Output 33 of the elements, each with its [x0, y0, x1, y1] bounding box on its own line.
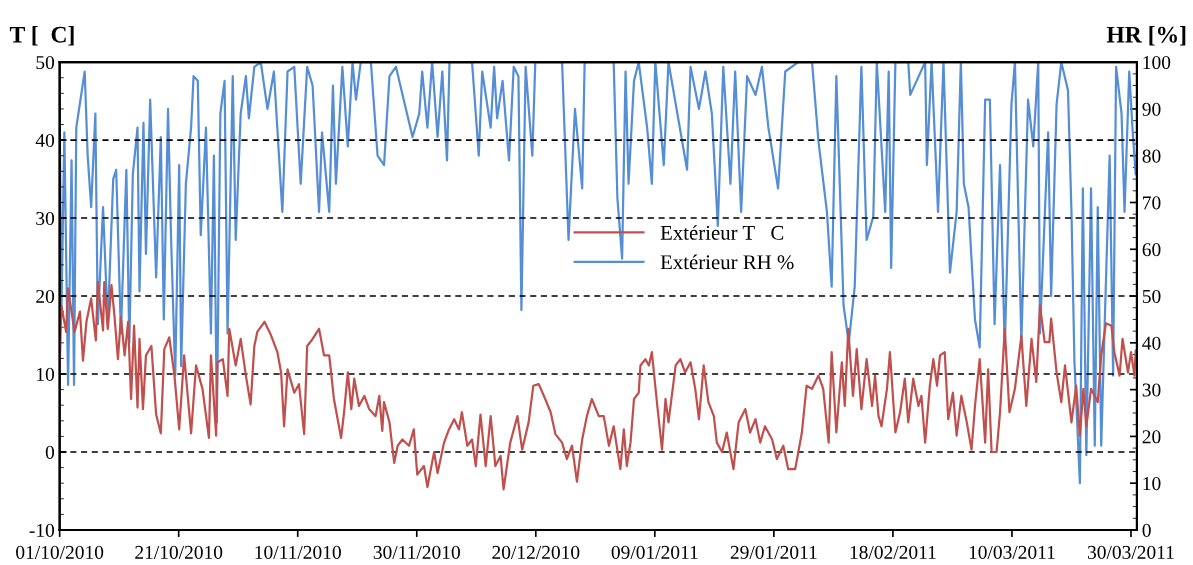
y2-tick-label: 0 — [1142, 523, 1151, 537]
y2-tick-label: 40 — [1142, 336, 1161, 350]
x-tick-label: 30/03/2011 — [1087, 545, 1174, 559]
y-tick-label: 40 — [35, 133, 55, 148]
y-tick-label: 20 — [36, 289, 55, 303]
y-tick-label: 0 — [45, 445, 55, 459]
y2-tick-label: 30 — [1142, 383, 1161, 397]
y-tick-label: 50 — [36, 55, 55, 70]
y-tick-label: 30 — [36, 211, 55, 226]
y2-tick-label: 100 — [1143, 55, 1171, 70]
y2-tick-label: 20 — [1142, 430, 1161, 444]
line-series — [59, 280, 1137, 491]
y2-tick-label: 50 — [1142, 289, 1161, 303]
x-tick-label: 18/02/2011 — [850, 545, 936, 559]
y2-tick-label: 70 — [1143, 196, 1161, 210]
y2-tick-label: 10 — [1143, 477, 1161, 491]
x-tick-label: 29/01/2011 — [730, 545, 817, 559]
legend-label: Extérieur RH % — [660, 254, 794, 270]
x-tick-label: 10/11/2010 — [255, 545, 341, 559]
x-tick-label: 09/01/2011 — [611, 545, 698, 559]
y2-tick-label: 90 — [1142, 102, 1161, 116]
x-tick-label: 21/10/2010 — [135, 545, 223, 559]
y2-axis-title: HR [%] — [1106, 26, 1186, 46]
y-tick-label: 10 — [37, 367, 55, 381]
y-tick-label: -10 — [29, 523, 55, 537]
x-tick-label: 01/10/2010 — [16, 545, 104, 559]
x-tick-label: 30/11/2010 — [373, 545, 460, 559]
y2-tick-label: 60 — [1142, 243, 1161, 257]
x-tick-label: 10/03/2011 — [969, 545, 1055, 559]
y2-tick-label: 80 — [1142, 149, 1161, 163]
x-tick-label: 20/12/2010 — [492, 545, 580, 559]
legend-label: Extérieur T C — [660, 225, 784, 240]
y-axis-title: T [ C] — [9, 26, 74, 46]
